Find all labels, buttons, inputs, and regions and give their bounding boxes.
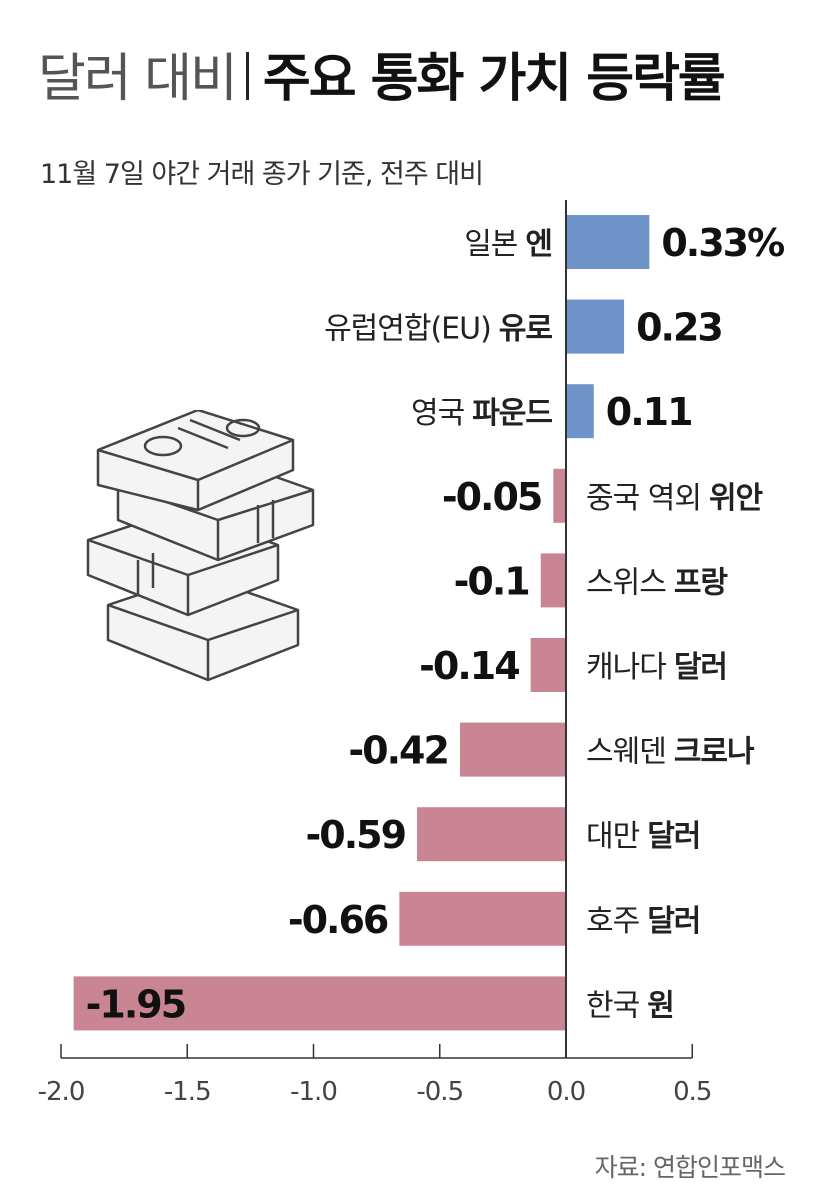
bar-9 — [73, 976, 566, 1031]
source-note: 자료: 연합인포맥스 — [594, 1153, 786, 1182]
value-label-6: -0.42 — [348, 729, 448, 773]
bar-3 — [553, 468, 566, 523]
bar-1 — [566, 299, 625, 354]
bar-6 — [459, 722, 566, 777]
category-name-3: 위안 — [709, 481, 764, 516]
category-prefix-9: 한국 — [586, 988, 640, 1023]
title-light: 달러 대비 — [38, 49, 238, 109]
category-label-2: 영국 파운드 — [411, 396, 552, 431]
x-tick-label-2: -1.0 — [290, 1077, 337, 1107]
x-tick-label-1: -1.5 — [164, 1077, 211, 1107]
category-name-1: 유로 — [499, 312, 553, 347]
x-tick-label-0: -2.0 — [38, 1077, 85, 1107]
bar-0 — [566, 215, 650, 269]
value-label-5: -0.14 — [419, 644, 519, 688]
category-label-8: 호주 달러 — [586, 904, 700, 939]
title-separator — [245, 52, 249, 100]
value-label-2: 0.11 — [606, 390, 692, 434]
category-name-4: 프랑 — [674, 565, 729, 600]
category-prefix-4: 스위스 — [586, 565, 666, 600]
category-name-6: 크로나 — [674, 735, 755, 770]
x-tick-label-5: 0.5 — [673, 1077, 711, 1107]
value-label-8: -0.66 — [288, 898, 388, 942]
value-label-0: 0.33% — [661, 221, 784, 265]
category-prefix-8: 호주 — [586, 904, 639, 939]
value-label-9: -1.95 — [86, 982, 186, 1026]
category-name-0: 엔 — [525, 227, 552, 262]
category-label-6: 스웨덴 크로나 — [586, 735, 755, 770]
category-prefix-0: 일본 — [464, 227, 517, 262]
category-name-5: 달러 — [674, 650, 727, 685]
category-name-2: 파운드 — [472, 396, 552, 431]
category-prefix-1: 유럽연합(EU) — [324, 312, 491, 347]
category-name-8: 달러 — [647, 904, 700, 939]
bar-4 — [540, 553, 566, 608]
category-label-3: 중국 역외 위안 — [586, 481, 764, 516]
chart-title: 달러 대비 주요 통화 가치 등락률 — [38, 52, 726, 105]
category-prefix-5: 캐나다 — [586, 650, 666, 685]
money-bundles-illustration — [86, 410, 315, 682]
value-label-1: 0.23 — [636, 306, 722, 350]
x-tick-label-3: -0.5 — [416, 1077, 463, 1107]
category-label-9: 한국 원 — [586, 988, 674, 1023]
value-label-3: -0.05 — [442, 475, 542, 519]
bar-5 — [530, 638, 566, 692]
value-label-4: -0.1 — [454, 559, 529, 603]
x-tick-label-4: 0.0 — [547, 1077, 585, 1107]
bar-2 — [566, 384, 594, 439]
title-bold: 주요 통화 가치 등락률 — [262, 49, 726, 109]
category-label-7: 대만 달러 — [586, 819, 700, 854]
value-label-7: -0.59 — [305, 813, 405, 857]
bar-8 — [399, 891, 566, 946]
category-label-5: 캐나다 달러 — [586, 650, 727, 685]
category-prefix-7: 대만 — [586, 819, 640, 854]
category-prefix-6: 스웨덴 — [586, 735, 666, 770]
chart-subtitle: 11월 7일 야간 거래 종가 기준, 전주 대비 — [40, 159, 484, 190]
bar-7 — [417, 807, 566, 862]
category-label-0: 일본 엔 — [464, 227, 552, 262]
category-label-4: 스위스 프랑 — [586, 565, 728, 600]
category-name-7: 달러 — [647, 819, 700, 854]
category-prefix-2: 영국 — [411, 396, 465, 431]
category-prefix-3: 중국 역외 — [586, 481, 701, 516]
category-name-9: 원 — [647, 988, 674, 1023]
category-label-1: 유럽연합(EU) 유로 — [324, 312, 552, 347]
